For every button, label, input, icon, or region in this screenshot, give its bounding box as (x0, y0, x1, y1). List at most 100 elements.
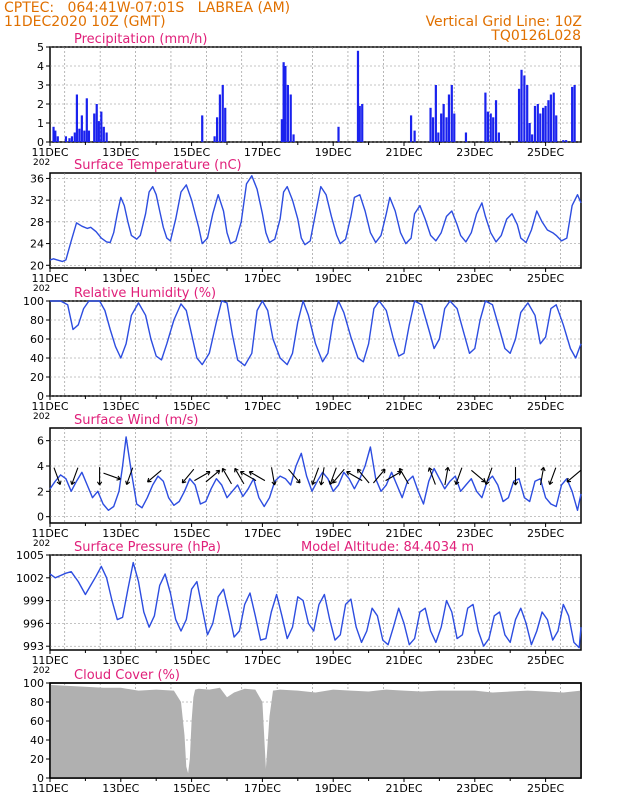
cloud-cover-ytick-label: 20 (30, 753, 44, 766)
station-header: CPTEC: 064:41W-07:01S LABREA (AM) (4, 0, 291, 16)
precipitation-bar (215, 117, 219, 142)
wind-arrow (332, 468, 345, 484)
cloud-cover-ytick-label: 40 (30, 734, 44, 747)
wind-title: Surface Wind (m/s) (74, 413, 198, 428)
pressure-xtick-label: 23DEC (456, 654, 493, 667)
pressure-xtick-year: 202 (33, 666, 50, 676)
humidity-ytick-label: 80 (30, 314, 44, 327)
precipitation-ytick-label: 0 (37, 136, 44, 149)
temperature-ytick-label: 28 (30, 216, 44, 229)
precipitation-bar (526, 85, 529, 142)
wind-ytick-label: 0 (37, 511, 44, 524)
humidity-xtick-label: 25DEC (527, 400, 564, 413)
precipitation-bar (533, 105, 537, 142)
precipitation-bar (536, 104, 539, 142)
wind-arrow (103, 472, 121, 481)
precipitation-bar (517, 88, 521, 142)
precipitation-ytick-label: 3 (37, 79, 44, 92)
wind-arrow (239, 470, 257, 482)
cloud-cover-ytick-label: 0 (37, 772, 44, 785)
precipitation-bar (52, 126, 55, 142)
precipitation-bar (292, 134, 295, 142)
temperature-ytick-label: 24 (30, 238, 44, 251)
wind-arrow (288, 468, 301, 484)
precipitation-xtick-label: 15DEC (173, 146, 210, 159)
wind-ytick-label: 6 (37, 435, 44, 448)
wind-arrow (318, 467, 325, 486)
temperature-xtick-label: 13DEC (102, 272, 139, 285)
precipitation-bar (523, 75, 526, 142)
temperature-ytick-label: 32 (30, 194, 44, 207)
precipitation-bar (213, 136, 216, 142)
temperature-xtick-label: 25DEC (527, 272, 564, 285)
precipitation-bar (531, 134, 534, 142)
pressure-ytick-label: 999 (23, 595, 44, 608)
temperature-ytick-label: 20 (30, 259, 44, 272)
wind-arrow (96, 467, 103, 486)
wind-arrow (181, 468, 195, 484)
precipitation-xtick-year: 202 (33, 158, 50, 168)
precipitation-bar (542, 107, 545, 142)
precipitation-bar (409, 115, 413, 142)
precipitation-bar (450, 85, 453, 142)
precipitation-ytick-label: 5 (37, 41, 44, 54)
humidity-ytick-label: 60 (30, 333, 44, 346)
model-run-id: TQ0126L028 (491, 28, 581, 44)
temperature-series-line (49, 174, 582, 263)
precipitation-bar (282, 62, 285, 143)
precipitation-bar (484, 92, 487, 142)
wind-arrow (566, 469, 582, 483)
precipitation-bar (528, 123, 531, 142)
precipitation-bar (497, 132, 500, 142)
precipitation-bar (520, 69, 523, 142)
wind-arrow (385, 470, 402, 482)
wind-xtick-label: 11DEC (31, 527, 68, 540)
pressure-ytick-label: 993 (23, 640, 44, 653)
precipitation-bar (64, 136, 68, 142)
precipitation-bar (445, 117, 448, 142)
humidity-ytick-label: 40 (30, 352, 44, 365)
precipitation-bar (571, 86, 574, 142)
humidity-series-line (50, 300, 582, 367)
precipitation-bar (54, 130, 57, 142)
precipitation-xtick-label: 13DEC (102, 146, 139, 159)
precipitation-bar (83, 130, 86, 142)
cloud-cover-xtick-label: 11DEC (31, 782, 68, 795)
precipitation-bar (75, 94, 79, 142)
precipitation-bar (453, 113, 456, 142)
humidity-xtick-label: 19DEC (315, 400, 352, 413)
precipitation-bar (80, 115, 83, 142)
wind-arrow (427, 467, 436, 485)
precipitation-bar (70, 136, 74, 142)
precipitation-bar (544, 105, 547, 142)
cloud-cover-ytick-label: 80 (30, 696, 44, 709)
precipitation-bar (100, 111, 103, 142)
humidity-xtick-label: 15DEC (173, 400, 210, 413)
humidity-xtick-label: 11DEC (31, 400, 68, 413)
precipitation-bar (361, 104, 364, 142)
precipitation-bar (68, 138, 71, 142)
wind-arrow (484, 467, 493, 486)
wind-arrow (512, 467, 519, 486)
precipitation-bar (442, 104, 445, 142)
temperature-frame (49, 172, 582, 269)
precipitation-bar (73, 132, 76, 142)
precipitation-bar (218, 94, 222, 142)
wind-arrow (221, 467, 232, 485)
wind-arrow (548, 467, 557, 486)
precipitation-bar (573, 85, 576, 142)
pressure-annotation: Model Altitude: 84.4034 m (301, 540, 474, 555)
precipitation-bar (489, 113, 492, 142)
temperature-xtick-label: 17DEC (244, 272, 281, 285)
cloud-cover-frame-top (49, 682, 582, 779)
humidity-xtick-label: 13DEC (102, 400, 139, 413)
precipitation-xtick-label: 19DEC (315, 146, 352, 159)
pressure-ytick-label: 996 (23, 617, 44, 630)
wind-arrow (53, 467, 62, 486)
wind-arrow (311, 467, 320, 486)
precipitation-bar (85, 98, 88, 142)
precipitation-bar (492, 117, 495, 142)
humidity-xtick-label: 17DEC (244, 400, 281, 413)
pressure-ytick-label: 1002 (16, 572, 44, 585)
temperature-xtick-label: 11DEC (31, 272, 68, 285)
